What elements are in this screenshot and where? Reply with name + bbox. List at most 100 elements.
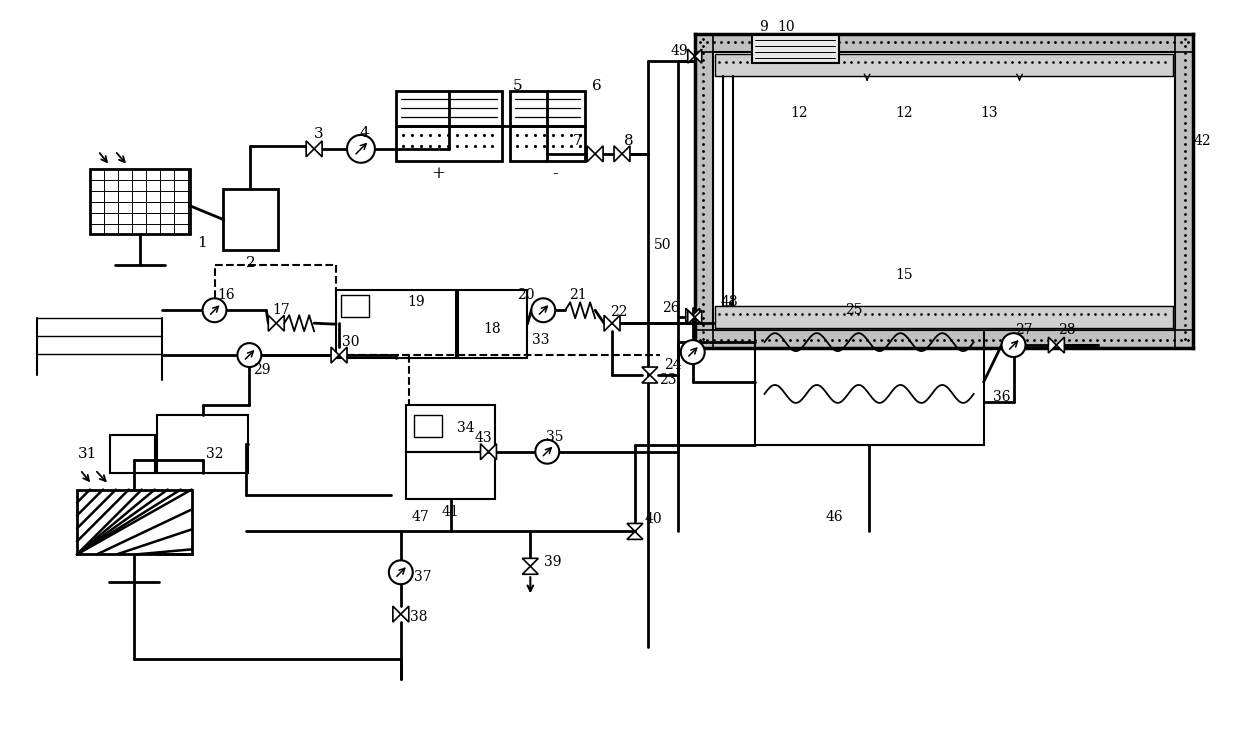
Text: 46: 46 [826,511,843,525]
Polygon shape [614,146,622,162]
Polygon shape [393,606,401,622]
Polygon shape [401,606,409,622]
Circle shape [681,340,704,364]
Polygon shape [587,146,595,162]
Bar [714,54,1173,76]
Bar [223,189,278,251]
Bar [754,320,983,445]
Polygon shape [522,558,538,566]
Text: 2: 2 [246,257,255,270]
Text: 49: 49 [671,44,688,58]
Text: 41: 41 [441,505,460,519]
Polygon shape [1048,337,1056,353]
Circle shape [347,135,374,163]
Text: 25: 25 [846,303,863,317]
Polygon shape [642,367,658,375]
Text: 17: 17 [273,303,290,317]
Polygon shape [314,141,322,157]
Bar [414,415,441,437]
Bar [156,415,248,473]
Text: 39: 39 [543,555,560,569]
Text: 12: 12 [895,106,913,120]
Circle shape [389,560,413,584]
Bar [405,452,496,498]
Bar [405,405,496,452]
Text: 6: 6 [593,79,601,93]
Bar [511,91,585,126]
Text: 50: 50 [653,239,672,252]
Text: 35: 35 [547,430,564,444]
Polygon shape [306,141,314,157]
Bar [341,295,370,317]
Text: 33: 33 [532,333,549,347]
Polygon shape [694,310,702,325]
Text: 8: 8 [624,134,634,148]
Text: 15: 15 [895,268,913,282]
Text: 9: 9 [759,20,768,35]
Text: 13: 13 [980,106,997,120]
Bar [336,291,455,358]
Polygon shape [1056,337,1064,353]
Polygon shape [642,375,658,383]
Text: 43: 43 [475,431,492,445]
Text: 37: 37 [414,570,432,584]
Text: -: - [553,165,558,182]
Bar [511,126,585,161]
Bar [714,306,1173,328]
Polygon shape [268,316,277,331]
Text: 32: 32 [206,447,223,461]
Polygon shape [627,532,642,539]
Polygon shape [1176,35,1193,348]
Text: 21: 21 [569,288,587,302]
Text: 16: 16 [218,288,236,302]
Text: 3: 3 [314,127,324,141]
Polygon shape [686,308,693,322]
Polygon shape [277,316,284,331]
Text: 36: 36 [993,390,1011,404]
Text: 18: 18 [484,322,501,336]
Text: 19: 19 [407,295,424,309]
Polygon shape [481,444,489,459]
Bar [713,52,1176,330]
Polygon shape [688,310,694,325]
Circle shape [202,298,227,322]
Polygon shape [714,306,1173,328]
Bar [396,91,502,126]
Text: 38: 38 [410,610,428,624]
Bar [751,35,839,63]
Polygon shape [694,35,1193,52]
Polygon shape [694,330,1193,348]
Text: 12: 12 [791,106,808,120]
Text: 40: 40 [644,513,662,526]
Circle shape [237,343,262,367]
Text: 29: 29 [253,363,270,377]
Text: 10: 10 [777,20,795,35]
Circle shape [536,440,559,464]
Text: 22: 22 [610,305,627,319]
Text: 7: 7 [573,134,582,148]
Polygon shape [627,523,642,532]
Text: 34: 34 [456,421,475,434]
Text: 23: 23 [660,373,677,387]
Text: 42: 42 [1194,134,1211,148]
Polygon shape [595,146,603,162]
Text: 20: 20 [517,288,534,302]
Polygon shape [688,49,694,63]
Polygon shape [613,316,620,331]
Bar [77,489,192,554]
Bar [110,434,155,473]
Bar [458,291,527,358]
Polygon shape [489,444,496,459]
Polygon shape [714,54,1173,76]
Text: 30: 30 [342,335,360,349]
Polygon shape [331,347,339,363]
Polygon shape [694,49,702,63]
Polygon shape [522,566,538,575]
Circle shape [1002,333,1025,357]
Polygon shape [604,316,613,331]
Polygon shape [622,146,630,162]
Text: +: + [432,165,445,182]
Text: 47: 47 [412,511,429,525]
Text: 31: 31 [78,447,98,461]
Polygon shape [694,35,713,348]
